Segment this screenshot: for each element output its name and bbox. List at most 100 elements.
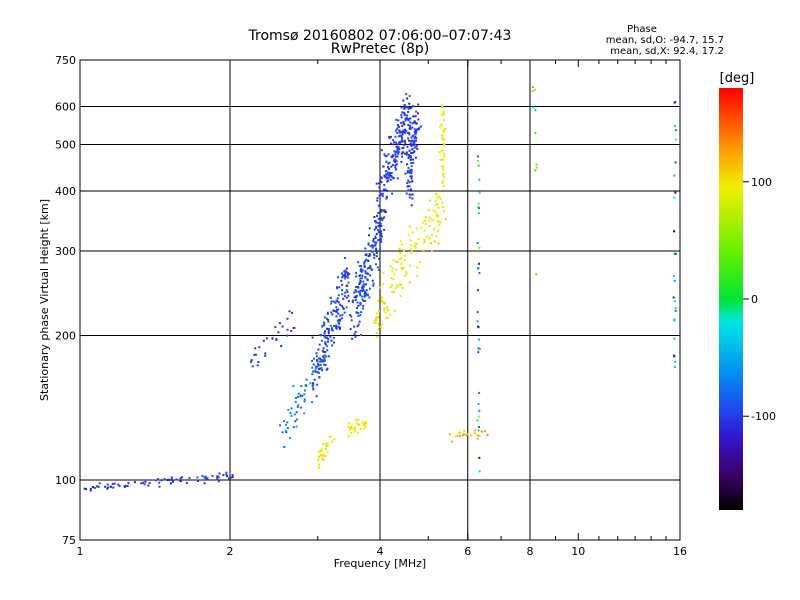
data-point [424,240,427,243]
data-point [147,484,150,487]
data-point [364,290,366,293]
data-point [373,228,376,231]
data-point [441,134,444,137]
data-point [404,119,407,122]
data-point [325,355,328,358]
data-point [413,130,416,133]
data-point [363,265,366,268]
data-point [325,368,328,371]
data-point [347,281,350,284]
data-point [322,355,325,358]
data-point [400,139,403,142]
data-point [397,135,400,138]
data-point [383,216,386,219]
data-point [396,127,399,130]
data-point [380,210,383,213]
data-point [387,179,390,182]
data-point [318,343,321,346]
data-point [347,276,350,279]
data-point [477,403,480,405]
data-point [327,338,330,341]
data-point [438,195,441,198]
data-point [373,244,376,247]
data-point [292,327,295,329]
data-point [425,235,428,238]
data-point [336,286,338,289]
data-point [443,154,446,157]
data-point [284,429,287,432]
data-point [347,294,350,297]
data-point [216,476,219,479]
data-point [367,266,370,269]
data-point [397,150,400,153]
data-point [359,270,362,273]
data-point [394,260,397,263]
data-point [387,171,390,174]
data-point [380,149,383,152]
data-point [256,364,259,367]
data-point [403,144,406,147]
data-point [364,294,367,297]
data-point [434,200,437,203]
data-point [305,378,308,381]
data-point [535,273,538,276]
data-point [405,116,408,119]
data-point [394,287,397,290]
data-point [402,123,405,126]
data-point [355,275,358,278]
data-point [477,415,480,418]
data-point [394,166,397,169]
data-point [401,125,404,128]
data-point [337,312,340,315]
data-point [378,194,381,197]
data-point [323,321,326,324]
data-point [326,367,329,370]
data-point [340,317,343,320]
data-point [405,151,408,154]
data-point [360,267,363,270]
data-point [388,161,391,164]
data-point [301,394,304,397]
data-point [339,318,342,321]
data-point [383,175,386,178]
data-point [341,272,343,275]
data-point [330,440,333,443]
data-point [393,160,396,162]
data-point [395,141,398,144]
data-point [383,302,386,305]
data-point [303,393,306,396]
y-tick-label: 400 [55,185,76,198]
data-point [375,312,378,315]
x-tick-label: 6 [464,545,471,558]
data-point [347,273,350,276]
axis-ticks: 1 2 4 6 8 10 16 75 100 200 300 400 500 600 750 [55,54,687,558]
data-point [397,260,400,263]
data-point [409,239,412,242]
data-point [477,349,480,352]
data-point [344,272,347,275]
data-point [375,251,378,254]
data-point [348,435,351,437]
data-point [323,332,326,335]
data-point [346,267,348,270]
data-point [392,143,395,146]
data-point [391,290,394,293]
data-point [343,311,346,314]
data-point [353,325,356,328]
data-point [365,289,368,292]
data-point [349,428,352,431]
data-point [380,240,383,243]
data-point [364,247,367,250]
data-point [408,193,411,196]
data-point [332,300,335,303]
data-point [377,222,380,224]
data-point [326,349,329,352]
data-point [349,328,352,331]
data-point [166,478,169,481]
data-point [673,337,676,340]
data-point [168,479,171,481]
y-tick-label: 200 [55,330,76,343]
data-point [331,313,334,316]
data-point [376,266,379,269]
